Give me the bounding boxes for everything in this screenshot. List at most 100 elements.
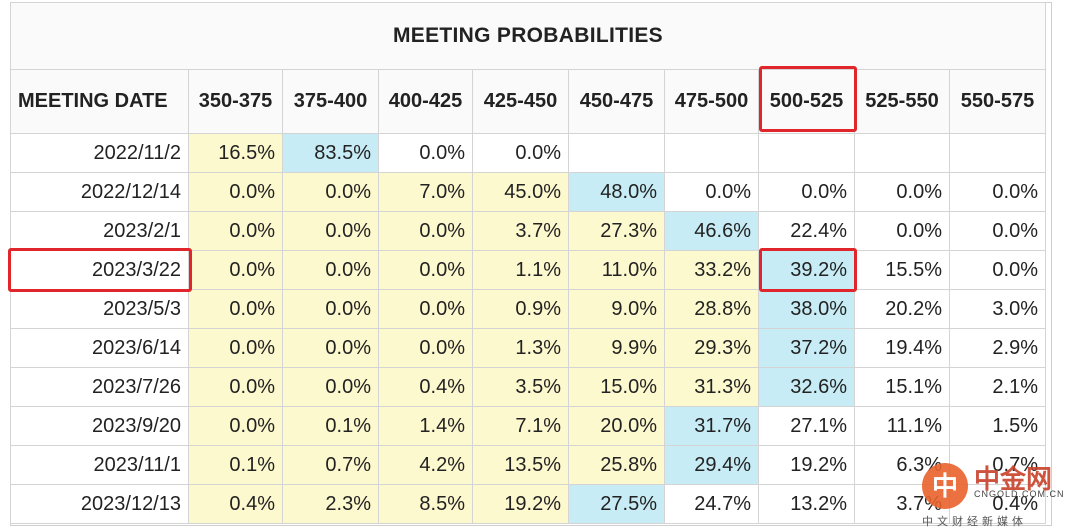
probability-cell: 0.9% xyxy=(472,289,569,329)
probability-cell: 38.0% xyxy=(758,289,855,329)
probability-cell: 7.0% xyxy=(378,172,473,212)
probability-cell: 83.5% xyxy=(282,133,379,173)
probability-cell: 27.3% xyxy=(568,211,665,251)
probability-cell xyxy=(664,133,759,173)
probability-cell: 13.5% xyxy=(472,445,569,485)
probability-cell: 25.8% xyxy=(568,445,665,485)
meeting-date-cell: 2023/2/1 xyxy=(10,211,189,251)
probability-cell xyxy=(758,133,855,173)
probability-cell: 9.0% xyxy=(568,289,665,329)
table-row: 2023/3/22 0.0% 0.0% 0.0% 1.1% 11.0% 33.2% 39.2%… xyxy=(10,250,1046,290)
probability-cell: 0.0% xyxy=(282,250,379,290)
probability-cell: 0.0% xyxy=(758,172,855,212)
probability-cell: 0.1% xyxy=(188,445,283,485)
meeting-date-cell: 2023/7/26 xyxy=(10,367,189,407)
probability-cell: 0.0% xyxy=(282,328,379,368)
probability-cell: 9.9% xyxy=(568,328,665,368)
probability-cell: 0.0% xyxy=(188,289,283,329)
probability-cell: 3.5% xyxy=(472,367,569,407)
meeting-date-cell: 2023/12/13 xyxy=(10,484,189,524)
table-row: 2023/12/13 0.4% 2.3% 8.5% 19.2% 27.5% 24.7% 13.… xyxy=(10,484,1046,524)
probability-cell: 1.3% xyxy=(472,328,569,368)
probability-cell: 0.1% xyxy=(282,406,379,446)
probability-cell: 19.2% xyxy=(758,445,855,485)
probability-cell: 31.3% xyxy=(664,367,759,407)
rate-range-header: 500-525 xyxy=(758,69,855,134)
probability-cell: 15.5% xyxy=(854,250,950,290)
table-row: 2023/6/14 0.0% 0.0% 0.0% 1.3% 9.9% 29.3% 37.2% 1… xyxy=(10,328,1046,368)
probability-cell: 15.0% xyxy=(568,367,665,407)
probability-cell: 16.5% xyxy=(188,133,283,173)
probability-cell: 7.1% xyxy=(472,406,569,446)
table-row: 2022/11/2 16.5% 83.5% 0.0% 0.0% xyxy=(10,133,1046,173)
probability-cell xyxy=(568,133,665,173)
probability-cell: 2.9% xyxy=(949,328,1046,368)
probability-cell: 0.0% xyxy=(854,172,950,212)
probability-cell: 0.0% xyxy=(188,328,283,368)
table-title: MEETING PROBABILITIES xyxy=(10,2,1046,70)
probability-cell: 0.0% xyxy=(378,289,473,329)
probability-cell: 0.0% xyxy=(472,133,569,173)
probability-cell xyxy=(949,133,1046,173)
probability-cell: 4.2% xyxy=(378,445,473,485)
probability-cell: 45.0% xyxy=(472,172,569,212)
probability-cell: 3.0% xyxy=(949,289,1046,329)
probability-cell: 29.3% xyxy=(664,328,759,368)
probability-cell: 0.0% xyxy=(188,172,283,212)
probability-cell: 19.2% xyxy=(472,484,569,524)
probability-cell: 15.1% xyxy=(854,367,950,407)
probability-cell: 0.0% xyxy=(949,172,1046,212)
probability-cell: 1.5% xyxy=(949,406,1046,446)
highlight-500-525-header xyxy=(759,66,857,132)
probability-cell: 13.2% xyxy=(758,484,855,524)
rate-range-header: 375-400 xyxy=(282,69,379,134)
probability-cell: 19.4% xyxy=(854,328,950,368)
table-row: 2023/11/1 0.1% 0.7% 4.2% 13.5% 25.8% 29.4% 19.2… xyxy=(10,445,1046,485)
probability-cell: 0.0% xyxy=(664,172,759,212)
probability-cell: 0.0% xyxy=(378,211,473,251)
meeting-date-cell: 2023/6/14 xyxy=(10,328,189,368)
probability-cell: 0.0% xyxy=(949,250,1046,290)
probability-cell: 0.0% xyxy=(188,367,283,407)
probability-cell: 27.1% xyxy=(758,406,855,446)
meeting-date-cell: 2022/12/14 xyxy=(10,172,189,212)
table-row: 2023/7/26 0.0% 0.0% 0.4% 3.5% 15.0% 31.3% 32.6%… xyxy=(10,367,1046,407)
probability-cell: 0.0% xyxy=(282,289,379,329)
probability-cell: 29.4% xyxy=(664,445,759,485)
probability-cell: 0.0% xyxy=(378,328,473,368)
meeting-date-cell: 2023/11/1 xyxy=(10,445,189,485)
probability-cell xyxy=(854,133,950,173)
probability-cell: 11.1% xyxy=(854,406,950,446)
probability-cell: 20.2% xyxy=(854,289,950,329)
probability-cell: 32.6% xyxy=(758,367,855,407)
rate-range-header: 475-500 xyxy=(664,69,759,134)
probability-cell: 0.0% xyxy=(188,211,283,251)
probability-cell: 28.8% xyxy=(664,289,759,329)
meeting-probabilities-table: MEETING PROBABILITIES MEETING DATE 350-37… xyxy=(10,2,1046,524)
meeting-date-cell: 2023/5/3 xyxy=(10,289,189,329)
watermark-tagline: 中文财经新媒体 xyxy=(922,516,1027,528)
rate-range-header: 350-375 xyxy=(188,69,283,134)
probability-cell: 0.4% xyxy=(378,367,473,407)
probability-cell: 2.1% xyxy=(949,367,1046,407)
probability-cell: 3.7% xyxy=(472,211,569,251)
probability-cell: 0.0% xyxy=(854,211,950,251)
probability-cell: 20.0% xyxy=(568,406,665,446)
probability-cell: 27.5% xyxy=(568,484,665,524)
probability-cell: 0.0% xyxy=(282,172,379,212)
probability-cell: 31.7% xyxy=(664,406,759,446)
probability-cell: 33.2% xyxy=(664,250,759,290)
table-row: 2023/5/3 0.0% 0.0% 0.0% 0.9% 9.0% 28.8% 38.0% 20… xyxy=(10,289,1046,329)
watermark-url: CNGOLD.COM.CN xyxy=(974,489,1065,499)
probability-cell: 0.0% xyxy=(188,250,283,290)
probability-cell: 0.0% xyxy=(949,211,1046,251)
probability-cell: 2.3% xyxy=(282,484,379,524)
probability-cell: 11.0% xyxy=(568,250,665,290)
highlight-2023-3-22-500-525-cell xyxy=(759,248,857,292)
rate-range-header: 400-425 xyxy=(378,69,473,134)
rate-range-header: 525-550 xyxy=(854,69,950,134)
probability-cell: 0.7% xyxy=(282,445,379,485)
probability-cell: 1.1% xyxy=(472,250,569,290)
table-row: 2022/12/14 0.0% 0.0% 7.0% 45.0% 48.0% 0.0% 0.0%… xyxy=(10,172,1046,212)
table-row: 2023/2/1 0.0% 0.0% 0.0% 3.7% 27.3% 46.6% 22.4% 0… xyxy=(10,211,1046,251)
